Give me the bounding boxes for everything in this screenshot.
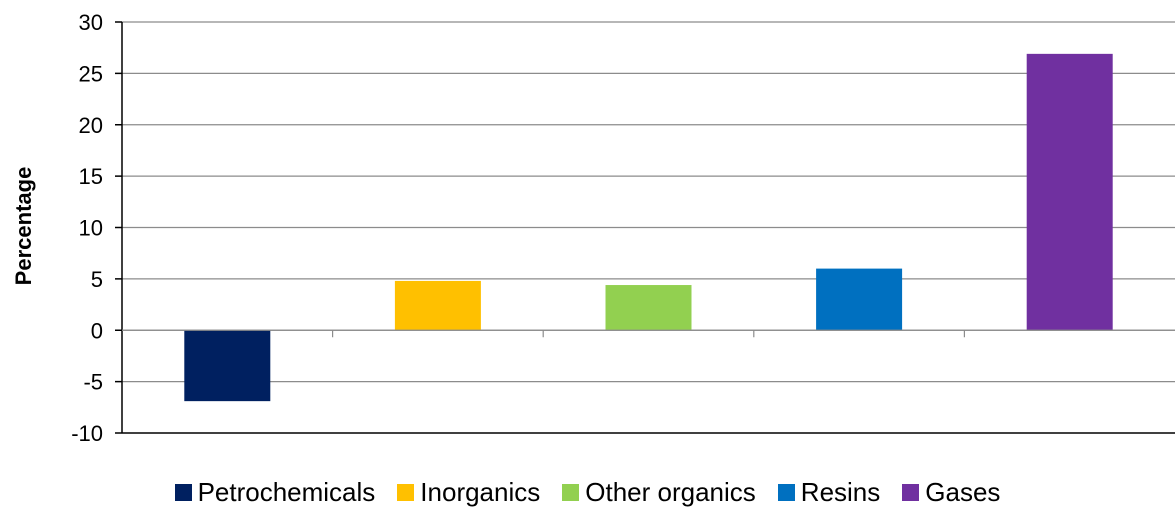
y-axis-title: Percentage	[11, 167, 36, 286]
legend-item: Other organics	[562, 477, 756, 508]
legend-label: Inorganics	[420, 477, 541, 507]
legend-swatch	[397, 484, 415, 501]
legend: Petrochemicals Inorganics Other organics Re…	[0, 477, 1175, 508]
legend-label: Gases	[925, 477, 1001, 507]
y-tick-label: 5	[91, 267, 103, 292]
y-tick-label: 10	[79, 216, 103, 241]
legend-item: Inorganics	[397, 477, 540, 508]
legend-item: Gases	[902, 477, 1000, 508]
y-tick-label: 15	[79, 164, 103, 189]
y-tick-label: 30	[79, 10, 103, 35]
bar-gases	[1026, 53, 1113, 331]
legend-label: Resins	[800, 477, 881, 507]
bar-other-organics	[605, 285, 692, 331]
legend-swatch	[174, 484, 192, 501]
bars	[184, 53, 1113, 402]
legend-item: Petrochemicals	[174, 477, 376, 508]
bar-inorganics	[394, 280, 481, 331]
bar-resins	[816, 268, 903, 331]
bar-petrochemicals	[184, 330, 271, 402]
bar-chart: -10 -5 0 5 10 15 20 25 30 Percentage	[11, 10, 1175, 446]
y-tick-label: -10	[71, 421, 103, 446]
legend-item: Resins	[777, 477, 881, 508]
legend-swatch	[562, 484, 580, 501]
y-tick-label: 25	[79, 61, 103, 86]
y-tick-label: 20	[79, 113, 103, 138]
legend-swatch	[902, 484, 920, 501]
y-tick-labels: -10 -5 0 5 10 15 20 25 30	[71, 10, 103, 446]
y-tick-label: -5	[83, 370, 103, 395]
legend-label: Other organics	[585, 477, 756, 507]
y-tick-label: 0	[91, 318, 103, 343]
legend-swatch	[777, 484, 795, 501]
axes	[115, 21, 1175, 434]
legend-label: Petrochemicals	[197, 477, 376, 507]
